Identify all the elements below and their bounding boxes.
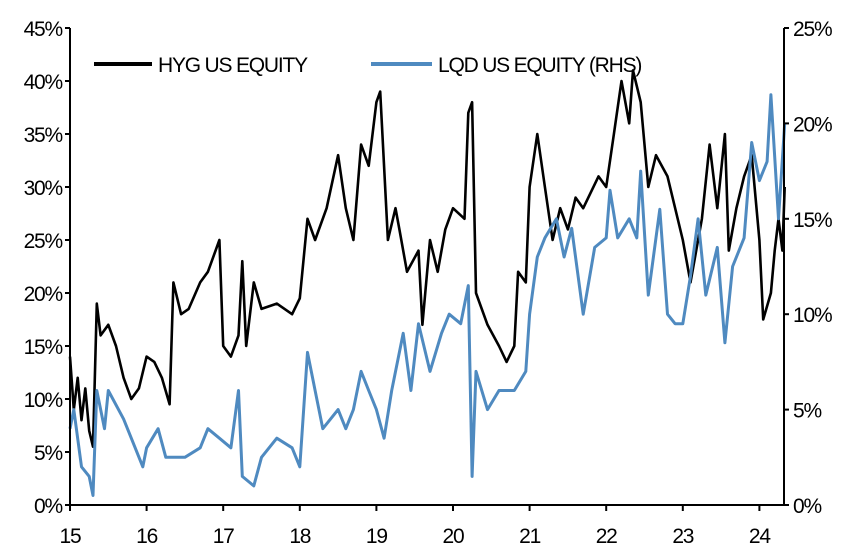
y-tick-label: 30% — [24, 177, 63, 200]
y-tick-label: 0% — [34, 495, 62, 518]
legend-label-lqd: LQD US EQUITY (RHS) — [438, 54, 641, 77]
x-tick-label: 20 — [443, 525, 464, 548]
x-tick-label: 21 — [519, 525, 540, 548]
y-tick-label: 20% — [24, 283, 63, 306]
y-tick-label: 25% — [24, 230, 63, 253]
legend: HYG US EQUITY LQD US EQUITY (RHS) — [94, 54, 643, 77]
x-tick-label: 22 — [596, 525, 617, 548]
y-tick-label: 15% — [24, 336, 63, 359]
x-tick-label: 19 — [366, 525, 387, 548]
series-line-lqd — [68, 93, 787, 497]
x-tick-label: 24 — [749, 525, 771, 548]
axes-layer: 0% 5% 10% 15% 20% 25% 30% 35% 40% 45% 0% 5% 10% 15% 20… — [24, 18, 834, 548]
x-tick-label: 15 — [60, 525, 81, 548]
x-tick-label: 18 — [289, 525, 310, 548]
y2-tick-label: 25% — [793, 18, 832, 41]
y2-tick-label: 10% — [793, 304, 832, 327]
x-tick-label: 23 — [672, 525, 693, 548]
y-tick-label: 45% — [24, 18, 63, 41]
x-tick-label: 16 — [136, 525, 157, 548]
y-tick-label: 40% — [24, 71, 63, 94]
y-tick-label: 35% — [24, 124, 63, 147]
y2-tick-label: 0% — [793, 495, 821, 518]
y-tick-label: 5% — [34, 442, 62, 465]
y2-tick-label: 15% — [793, 209, 832, 232]
y2-tick-label: 5% — [793, 400, 821, 423]
series-layer — [68, 69, 787, 497]
y2-tick-label: 20% — [793, 113, 832, 136]
legend-label-hyg: HYG US EQUITY — [158, 54, 308, 77]
x-tick-label: 17 — [213, 525, 234, 548]
y-tick-label: 10% — [24, 389, 63, 412]
series-line-hyg — [68, 69, 786, 448]
